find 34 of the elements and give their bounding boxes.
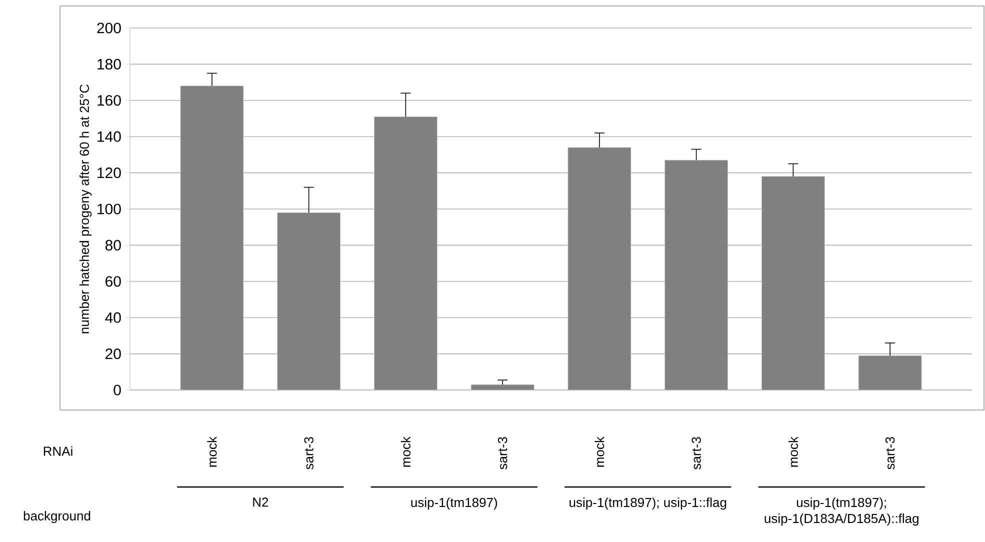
bar (470, 384, 534, 390)
x-tick-label: mock (788, 436, 798, 467)
y-tick-label: 80 (105, 240, 121, 251)
x-tick-label: sart-3 (885, 437, 895, 470)
bar (664, 160, 728, 390)
y-tick-label: 160 (98, 95, 121, 106)
y-tick-label: 120 (98, 167, 121, 178)
y-tick-label: 180 (98, 58, 121, 70)
text: usip-1(tm1897); usip-1(D183A/D185A)::flag (764, 498, 918, 526)
bar (277, 212, 341, 390)
bar (858, 355, 922, 390)
text: usip-1(tm1897) (411, 498, 498, 510)
bar (180, 86, 244, 390)
y-tick-label: 40 (105, 312, 121, 323)
text: background (24, 510, 90, 524)
y-tick-label: 20 (106, 348, 121, 360)
x-tick-label: sart-3 (498, 437, 508, 470)
x-tick-label: mock (594, 436, 604, 467)
y-tick-label: 100 (98, 204, 121, 214)
y-tick-label: 200 (97, 22, 121, 34)
x-tick-label: sart-3 (692, 437, 701, 470)
y-tick-label: 140 (98, 131, 121, 142)
bar (762, 176, 825, 390)
x-tick-label: sart-3 (304, 437, 314, 470)
y-axis-title: number hatched progeny after 60 h at 25°C (79, 84, 92, 334)
y-tick-label: 60 (106, 276, 121, 287)
x-tick-label: mock (400, 436, 410, 467)
y-tick-label: 0 (114, 384, 121, 396)
text: RNAi (44, 446, 72, 456)
text: usip-1(tm1897); usip-1::flag (570, 498, 726, 510)
bar (568, 147, 632, 390)
x-tick-label: mock (207, 436, 217, 467)
text: N2 (253, 498, 268, 507)
bar (374, 116, 438, 390)
